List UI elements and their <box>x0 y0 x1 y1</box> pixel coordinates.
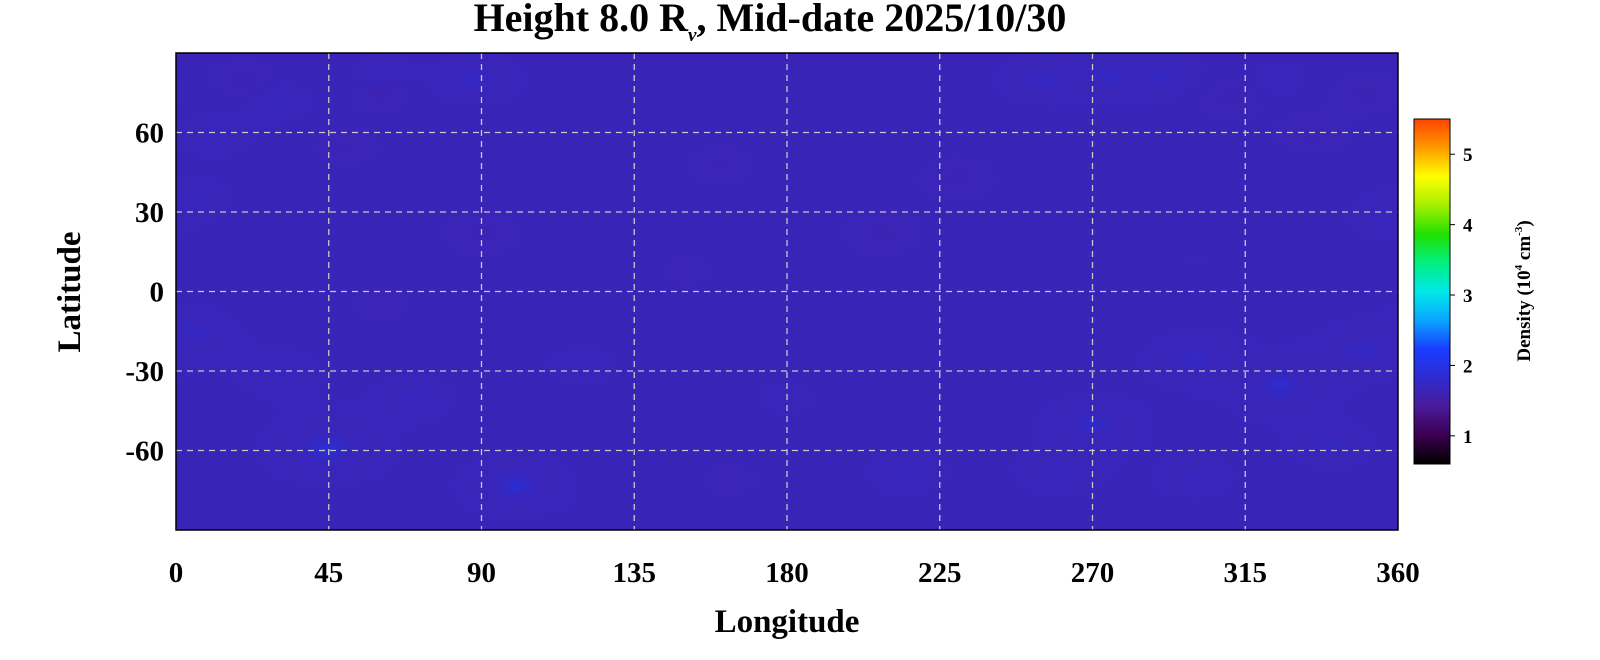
plot-area <box>175 52 1399 531</box>
colorbar-tick-label: 2 <box>1463 356 1473 377</box>
x-tick-label: 360 <box>1376 557 1420 589</box>
x-tick-label: 0 <box>169 557 184 589</box>
cb-label-mid: cm <box>1514 236 1535 265</box>
colorbar-label: Density (104 cm-3) <box>1513 220 1535 361</box>
colorbar-tick-label: 1 <box>1463 427 1473 448</box>
x-axis-label: Longitude <box>715 604 860 640</box>
colorbar-tick-label: 3 <box>1463 286 1473 307</box>
y-axis-label: Latitude <box>52 231 88 352</box>
title-text-prefix: Height 8.0 R <box>474 0 690 40</box>
y-tick-label: -30 <box>125 356 164 388</box>
plot-frame <box>175 52 1399 531</box>
y-axis-ticks: 60 30 0 -30 -60 <box>125 118 164 468</box>
colorbar-ticks: 1 2 3 4 5 <box>1450 145 1473 448</box>
chart-title: Height 8.0 Rν, Mid-date 2025/10/30 <box>474 0 1067 46</box>
y-tick-label: -60 <box>125 436 164 468</box>
x-tick-label: 135 <box>613 557 657 589</box>
colorbar-tick-label: 4 <box>1463 216 1473 237</box>
title-text-suffix: , Mid-date 2025/10/30 <box>696 0 1066 40</box>
y-tick-label: 30 <box>135 197 164 229</box>
cb-label-exp1: 4 <box>1513 264 1525 270</box>
cb-label-exp2: -3 <box>1513 226 1525 236</box>
x-tick-label: 225 <box>918 557 962 589</box>
grid-lines <box>176 53 1398 530</box>
y-tick-label: 60 <box>135 118 164 150</box>
x-tick-label: 90 <box>467 557 496 589</box>
cb-label-prefix: Density (10 <box>1514 270 1535 361</box>
y-tick-label: 0 <box>150 277 165 309</box>
colorbar-tick-label: 5 <box>1463 145 1473 166</box>
x-axis-ticks: 0 45 90 135 180 225 270 315 360 <box>169 557 1420 589</box>
colorbar-scale <box>1413 118 1451 465</box>
x-tick-label: 45 <box>314 557 343 589</box>
x-tick-label: 315 <box>1224 557 1268 589</box>
x-tick-label: 180 <box>765 557 809 589</box>
cb-label-suffix: ) <box>1514 220 1535 226</box>
x-tick-label: 270 <box>1071 557 1115 589</box>
title-subscript: ν <box>688 25 697 46</box>
